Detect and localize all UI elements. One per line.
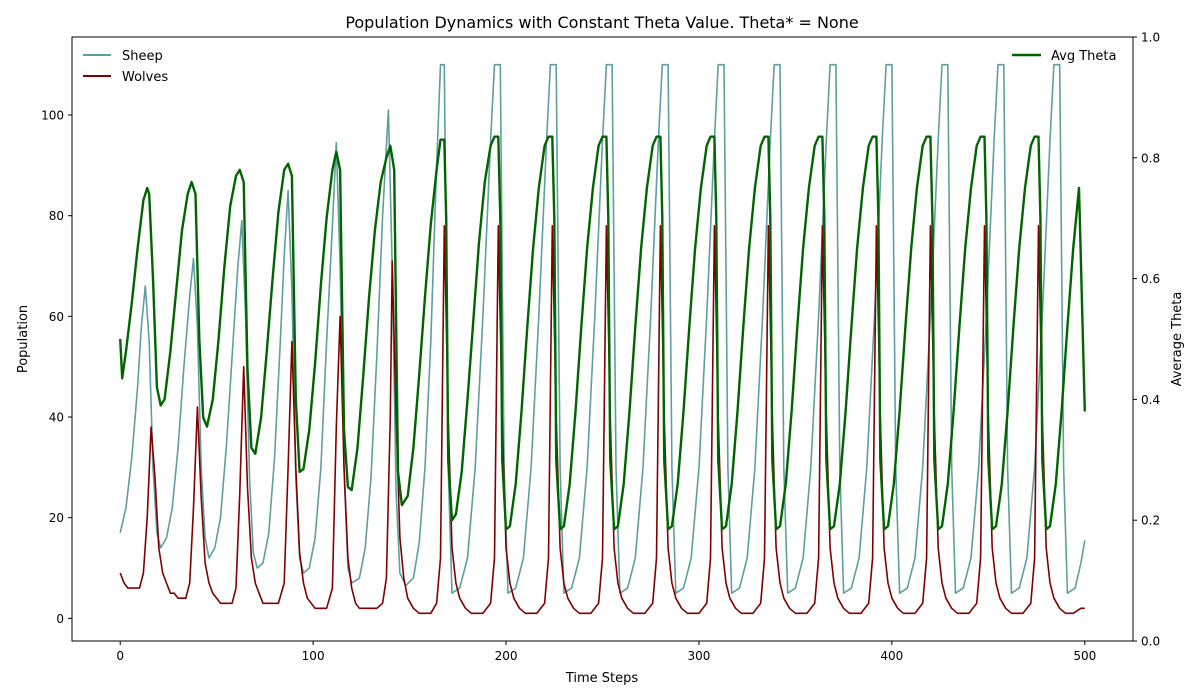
y-tick-label: 100 [41,109,64,123]
y2-tick-label: 0.2 [1141,514,1160,528]
y-tick-label: 20 [49,511,64,525]
y-tick-label: 60 [49,310,64,324]
x-tick-label: 300 [688,649,711,663]
y-axis-left: 0 20 40 60 80 100 [41,109,72,626]
y-axis-right-label: Average Theta [1170,292,1185,387]
plot-area [119,63,1086,615]
legend-left: Sheep Wolves [83,49,168,85]
y-axis-left-label: Population [16,305,31,373]
legend-wolves-label: Wolves [122,70,168,85]
y2-tick-label: 0.4 [1141,393,1160,407]
x-axis-label: Time Steps [565,671,639,686]
y2-tick-label: 0.6 [1141,272,1160,286]
x-axis: 0 100 200 300 400 500 [116,641,1096,663]
y2-tick-label: 1.0 [1141,31,1160,45]
y2-tick-label: 0.8 [1141,151,1160,165]
x-tick-label: 200 [495,649,518,663]
x-tick-label: 100 [302,649,325,663]
plot-frame [71,36,1134,642]
x-tick-label: 400 [880,649,903,663]
y-tick-label: 0 [56,612,64,626]
y-tick-label: 40 [49,411,64,425]
legend-sheep-label: Sheep [122,49,163,64]
x-tick-label: 0 [116,649,124,663]
series-layer [119,63,1086,615]
y-tick-label: 80 [49,209,64,223]
x-tick-label: 500 [1073,649,1096,663]
series-line-wolves [119,225,1085,615]
series-line-avg-theta [119,135,1086,531]
legend-avg-theta-label: Avg Theta [1051,49,1116,64]
y-axis-right: 0.0 0.2 0.4 0.6 0.8 1.0 [1133,31,1160,649]
series-line-sheep [119,63,1086,594]
chart-title: Population Dynamics with Constant Theta … [345,13,858,32]
legend-right: Avg Theta [1012,49,1116,64]
y2-tick-label: 0.0 [1141,635,1160,649]
